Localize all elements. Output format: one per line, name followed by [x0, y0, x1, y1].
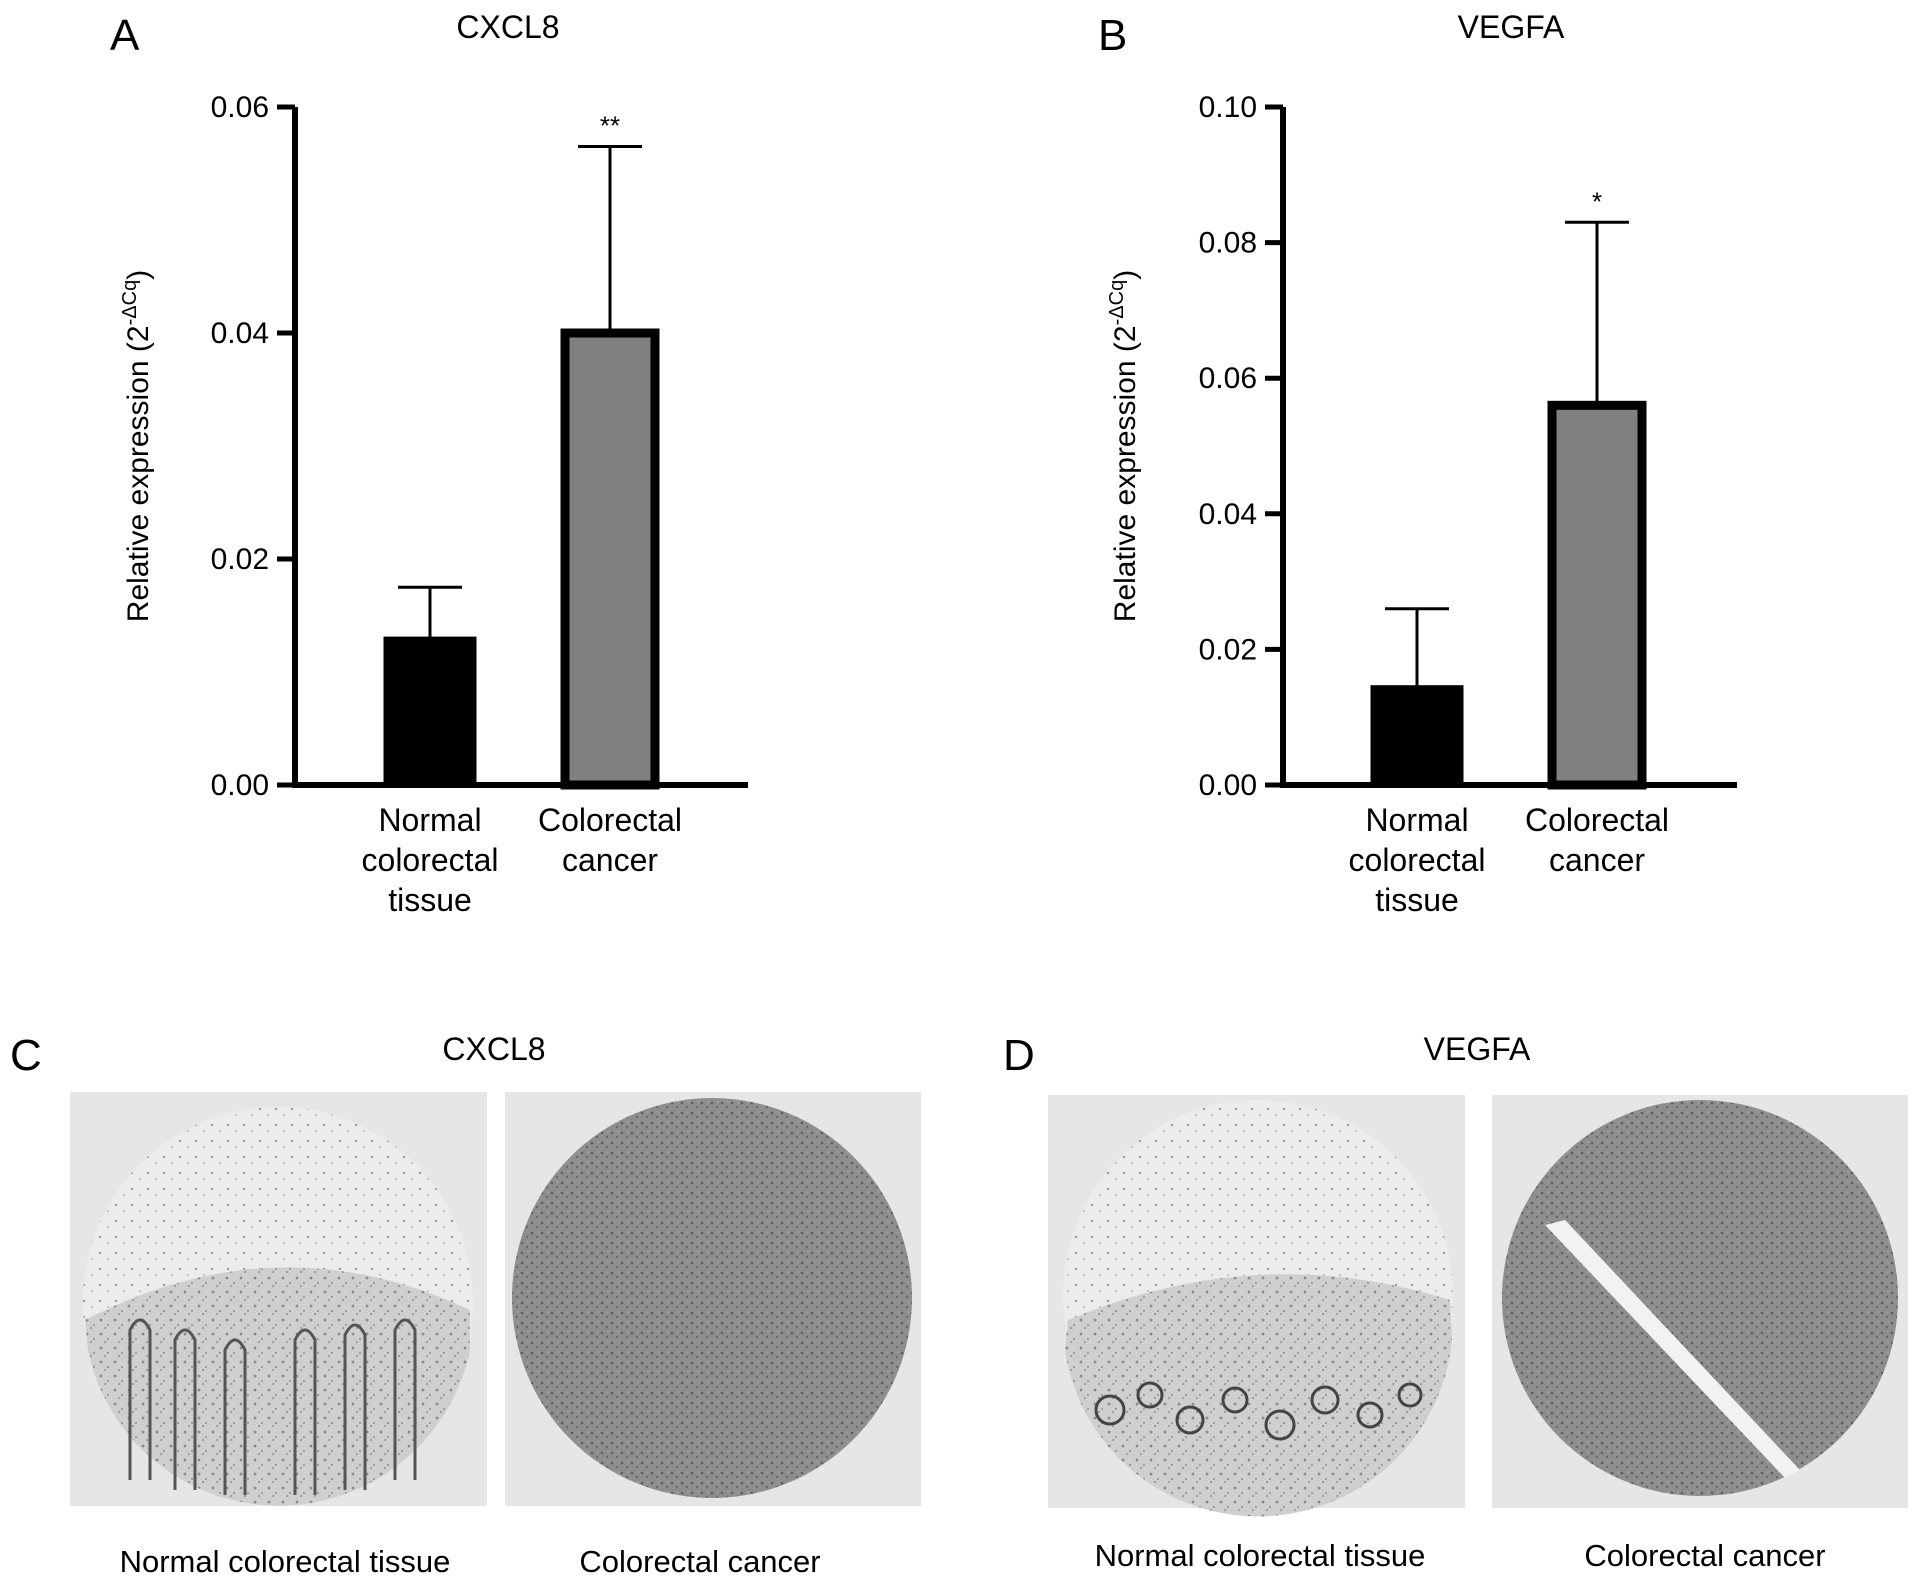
x-category-label: colorectal	[362, 842, 499, 878]
bar	[560, 328, 660, 790]
chart-title: VEGFA	[1458, 9, 1565, 45]
y-tick-label: 0.10	[1199, 91, 1257, 124]
caption-c-cancer: Colorectal cancer	[579, 1544, 820, 1578]
y-axis-label-superscript: -ΔCq	[119, 280, 141, 326]
tissue-image-c-normal	[70, 1092, 487, 1506]
significance-marker: *	[1592, 186, 1602, 216]
y-tick-label: 0.04	[1199, 498, 1257, 531]
bar	[1547, 400, 1647, 790]
tissue-image-d-cancer	[1492, 1095, 1908, 1508]
caption-d-cancer: Colorectal cancer	[1584, 1538, 1825, 1573]
panel-letter-d: D	[1003, 1031, 1035, 1080]
chart-cxcl8: CXCL8 0.00 0.02 0.04 0.06 Relative expression…	[119, 9, 748, 918]
y-tick-label: 0.02	[211, 543, 269, 576]
y-tick-label: 0.00	[1199, 769, 1257, 802]
chart-vegfa: VEGFA 0.00 0.02 0.04 0.06 0.08 0.10 Relative ex…	[1106, 9, 1737, 918]
tissue-image-d-normal	[1048, 1095, 1465, 1517]
y-tick-label: 0.08	[1199, 227, 1257, 260]
chart-title: CXCL8	[456, 9, 559, 45]
y-axis-label: Relative expression (2-ΔCq)	[119, 270, 155, 622]
y-tick-label: 0.04	[211, 317, 269, 350]
x-category-label: tissue	[1375, 882, 1459, 918]
x-category-label: colorectal	[1349, 842, 1486, 878]
panel-c-title: CXCL8	[442, 1031, 545, 1067]
significance-marker: **	[600, 111, 620, 141]
y-axis-label: Relative expression (2-ΔCq)	[1106, 270, 1142, 622]
bar	[1370, 685, 1464, 787]
x-category-label: Colorectal	[538, 802, 682, 838]
y-axis-label-close: )	[1109, 270, 1142, 280]
x-category-label: cancer	[1549, 842, 1645, 878]
y-tick-label: 0.06	[1199, 362, 1257, 395]
caption-d-normal: Normal colorectal tissue	[1095, 1538, 1426, 1573]
y-axis-label-main: Relative expression (2	[122, 325, 155, 622]
panel-letter-c: C	[10, 1031, 42, 1080]
bar	[383, 636, 477, 787]
panel-letter-a: A	[110, 11, 140, 60]
y-axis-label-main: Relative expression (2	[1109, 325, 1142, 622]
x-category-label: Normal	[1365, 802, 1468, 838]
y-axis-label-close: )	[122, 270, 155, 280]
panel-d-title: VEGFA	[1424, 1031, 1531, 1067]
y-tick-label: 0.06	[211, 91, 269, 124]
panel-letter-b: B	[1098, 11, 1127, 60]
tissue-image-c-cancer	[505, 1092, 921, 1506]
y-axis-label-superscript: -ΔCq	[1106, 280, 1128, 326]
x-category-label: Colorectal	[1525, 802, 1669, 838]
y-tick-label: 0.00	[211, 769, 269, 802]
x-category-label: cancer	[562, 842, 658, 878]
caption-c-normal: Normal colorectal tissue	[120, 1544, 451, 1578]
x-category-label: Normal	[378, 802, 481, 838]
y-tick-label: 0.02	[1199, 633, 1257, 666]
x-category-label: tissue	[388, 882, 472, 918]
